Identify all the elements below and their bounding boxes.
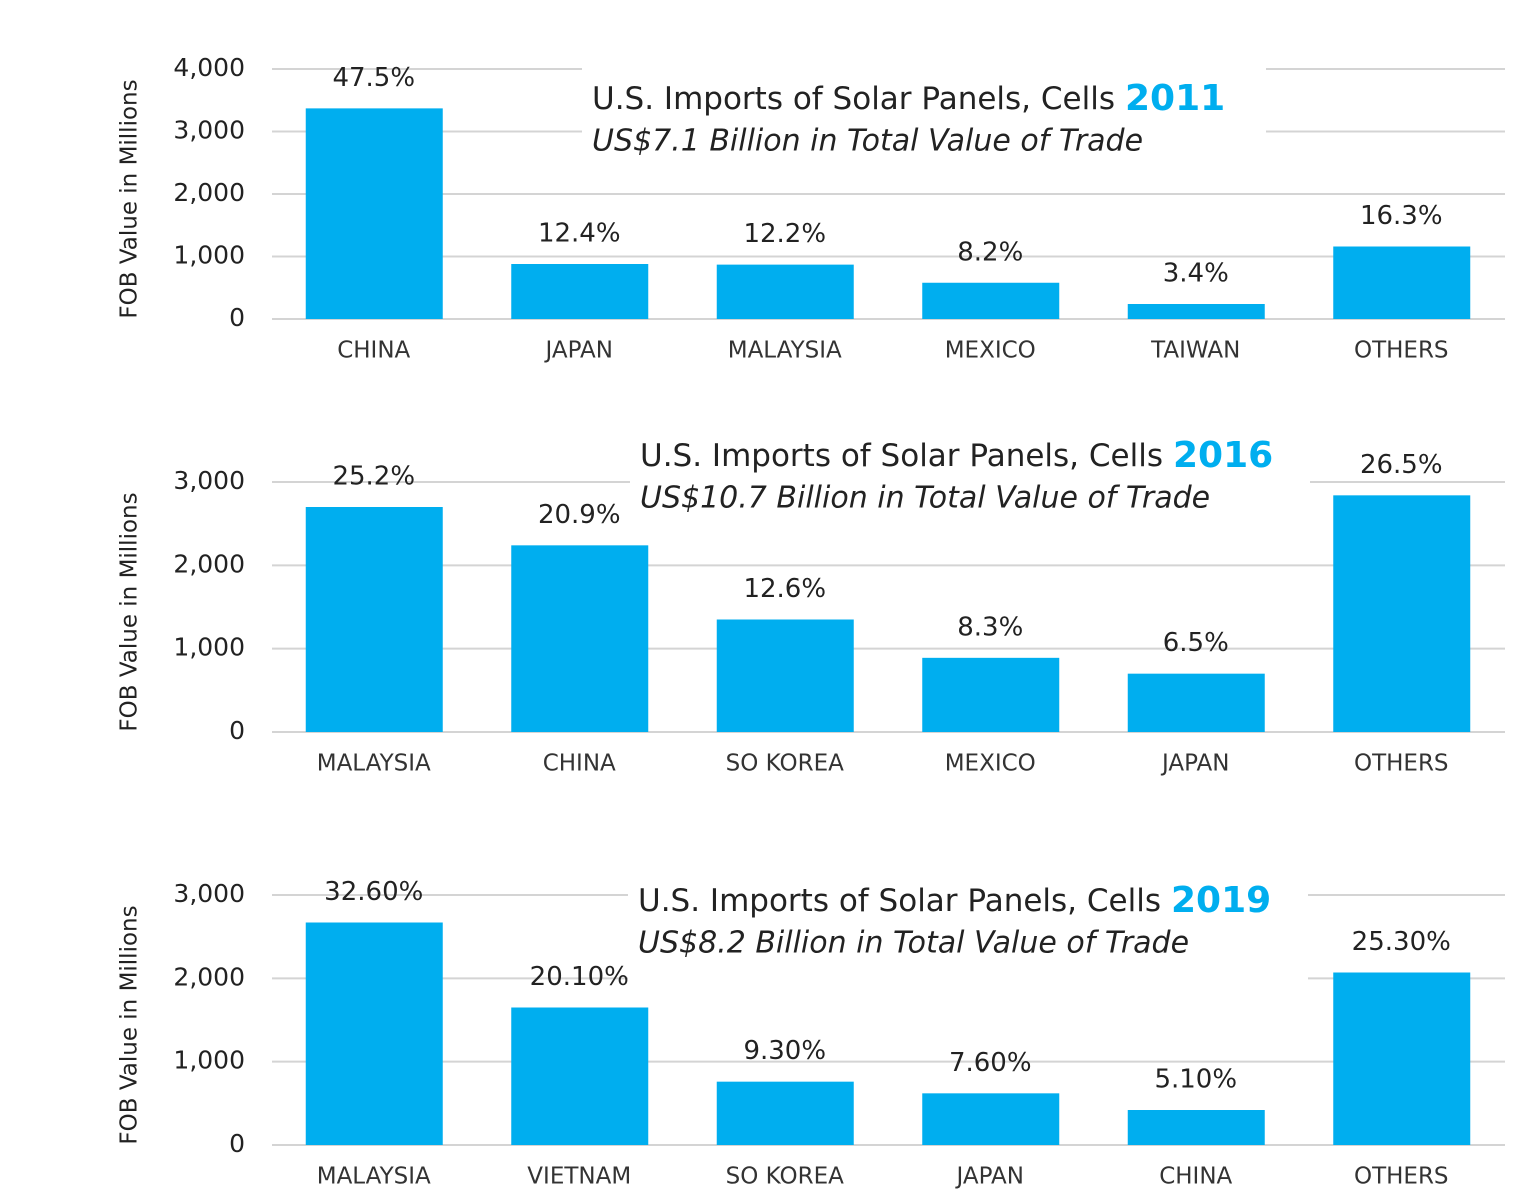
share-label: 47.5% [332,63,415,93]
chart: 0 1,000 2,000 3,000 FOB Value in Millions U.S… [117,875,1505,1190]
bar [922,1093,1060,1145]
category-label: SO KOREA [726,1164,844,1190]
title-backdrop [630,430,1310,540]
category-label: TAIWAN [1150,338,1240,364]
share-label: 6.5% [1163,628,1229,658]
category-label: CHINA [1159,1164,1232,1190]
bar [716,264,854,319]
title-backdrop [582,60,1266,170]
category-label: OTHERS [1354,1164,1449,1190]
chart-subtitle: US$8.2 Billion in Total Value of Trade [638,926,1189,961]
category-label: MALAYSIA [317,1164,431,1190]
bar [716,1081,854,1145]
chart: 0 1,000 2,000 3,000 4,000 FOB Value in Millio… [117,53,1505,364]
y-tick-label: 3,000 [173,879,245,908]
title-year: 2016 [1173,435,1273,476]
y-tick-label: 0 [229,303,245,332]
bar [922,282,1060,319]
category-label: JAPAN [1160,751,1229,777]
bar [305,507,443,732]
share-label: 8.3% [957,612,1023,642]
category-label: CHINA [543,751,616,777]
category-label: OTHERS [1354,751,1449,777]
title-year: 2019 [1171,880,1271,921]
title-text: U.S. Imports of Solar Panels, Cells [638,883,1161,919]
bar [1333,495,1471,732]
category-label: MEXICO [945,751,1036,777]
share-label: 12.2% [743,219,826,249]
y-tick-label: 4,000 [173,53,245,82]
share-label: 12.4% [538,219,621,249]
share-label: 16.3% [1360,201,1443,231]
title-text: U.S. Imports of Solar Panels, Cells [640,438,1163,474]
bar [305,108,443,319]
bar [1333,972,1471,1145]
category-label: MALAYSIA [317,751,431,777]
y-axis-label: FOB Value in Millions [117,79,143,318]
y-tick-label: 3,000 [173,466,245,495]
bar [716,619,854,732]
category-label: SO KOREA [726,751,844,777]
share-label: 26.5% [1360,450,1443,480]
title-backdrop [628,875,1308,985]
share-label: 12.6% [743,574,826,604]
y-tick-label: 2,000 [173,549,245,578]
title-text: U.S. Imports of Solar Panels, Cells [592,81,1115,117]
share-label: 20.9% [538,500,621,530]
category-label: VIETNAM [527,1164,631,1190]
y-tick-label: 2,000 [173,178,245,207]
bar [1127,673,1265,732]
y-tick-label: 0 [229,1129,245,1158]
y-tick-label: 1,000 [173,1046,245,1075]
bar [511,1007,649,1145]
chart-subtitle: US$10.7 Billion in Total Value of Trade [640,481,1210,516]
category-label: JAPAN [544,338,613,364]
y-tick-label: 1,000 [173,633,245,662]
share-label: 25.30% [1352,927,1451,957]
category-label: MEXICO [945,338,1036,364]
bar [305,922,443,1145]
bar [1127,1110,1265,1145]
chart-title: U.S. Imports of Solar Panels, Cells 2019 [638,880,1271,921]
category-label: CHINA [337,338,410,364]
chart: 0 1,000 2,000 3,000 FOB Value in Millions U.S… [117,430,1505,777]
bar [511,264,649,319]
y-tick-label: 3,000 [173,116,245,145]
bar [1127,304,1265,319]
y-axis-label: FOB Value in Millions [117,905,143,1144]
y-tick-label: 0 [229,716,245,745]
share-label: 25.2% [332,462,415,492]
category-label: OTHERS [1354,338,1449,364]
share-label: 32.60% [324,877,423,907]
y-tick-label: 1,000 [173,241,245,270]
share-label: 20.10% [530,962,629,992]
title-year: 2011 [1125,78,1225,119]
category-label: MALAYSIA [728,338,842,364]
bar [1333,246,1471,319]
category-label: JAPAN [955,1164,1024,1190]
share-label: 8.2% [957,237,1023,267]
share-label: 3.4% [1163,259,1229,289]
chart-title: U.S. Imports of Solar Panels, Cells 2016 [640,435,1273,476]
bar [922,657,1060,732]
share-label: 5.10% [1154,1065,1237,1095]
share-label: 7.60% [949,1048,1032,1078]
y-axis-label: FOB Value in Millions [117,492,143,731]
chart-subtitle: US$7.1 Billion in Total Value of Trade [592,124,1143,159]
y-tick-label: 2,000 [173,962,245,991]
chart-title: U.S. Imports of Solar Panels, Cells 2011 [592,78,1225,119]
bar [511,545,649,732]
share-label: 9.30% [743,1036,826,1066]
